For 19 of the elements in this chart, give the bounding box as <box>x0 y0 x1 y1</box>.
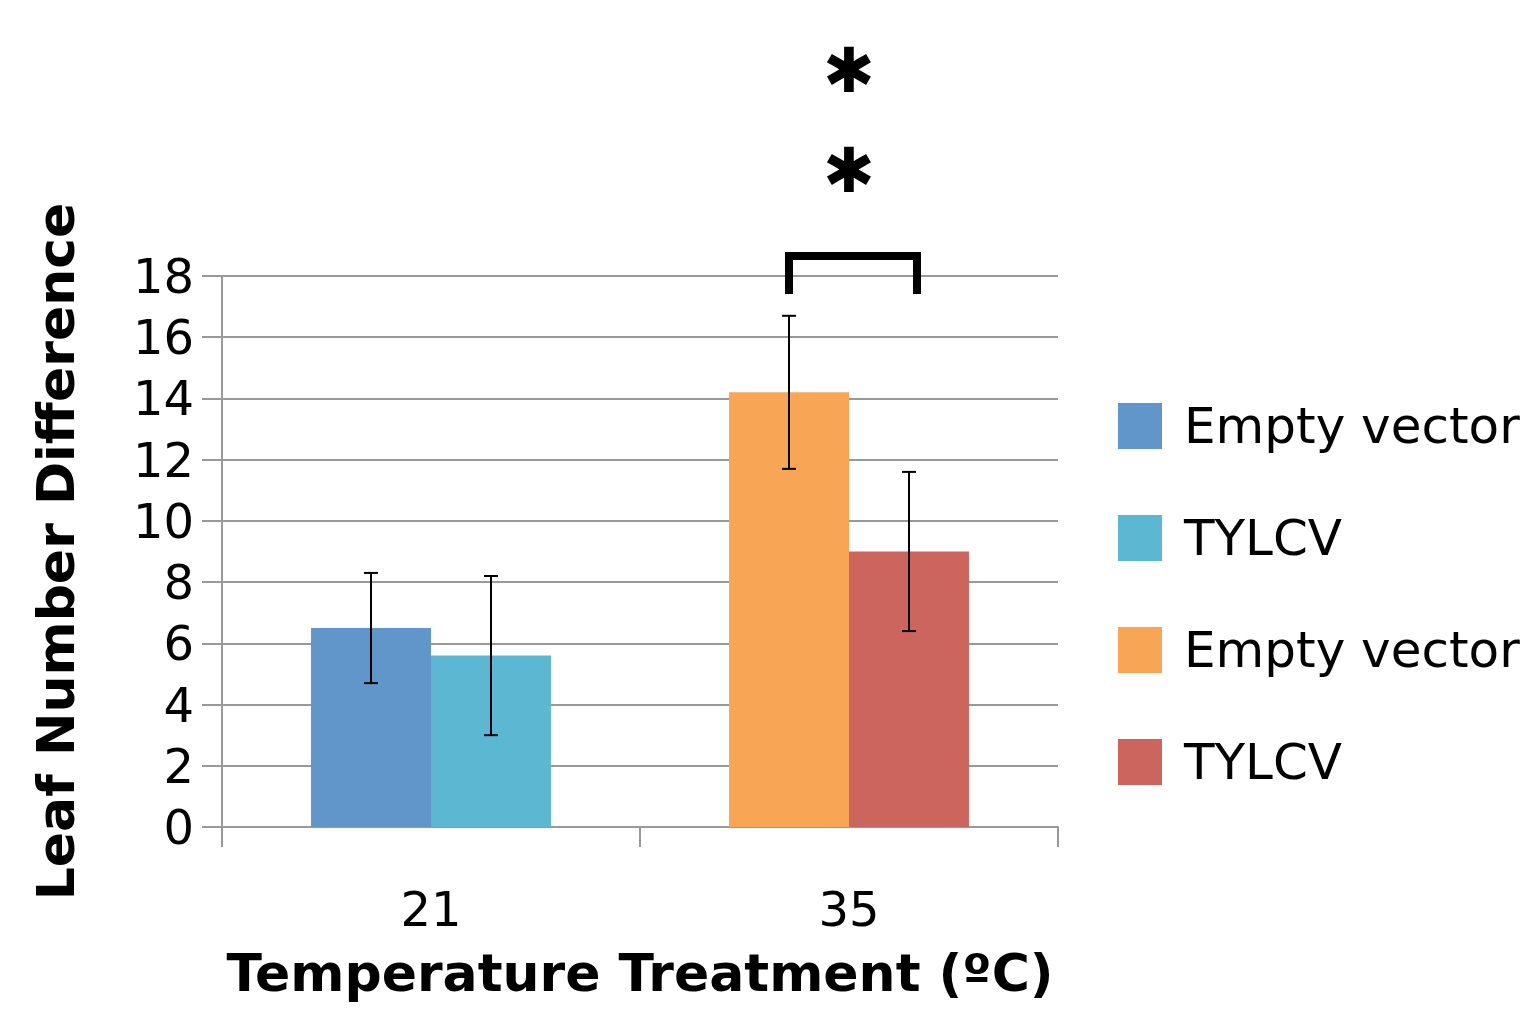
y-tick-label: 14 <box>132 370 194 427</box>
legend-label: Empty vector <box>1184 397 1520 455</box>
y-tick-label: 12 <box>132 431 194 488</box>
y-tick-label: 18 <box>132 248 194 304</box>
y-tick-label: 10 <box>132 492 194 549</box>
legend-label: TYLCV <box>1184 733 1343 791</box>
legend-label: Empty vector <box>1184 621 1520 679</box>
y-tick-label: 4 <box>163 676 194 733</box>
x-axis-title: Temperature Treatment (ºC) <box>226 943 1054 1003</box>
y-tick-label: 6 <box>163 615 194 672</box>
y-tick-label: 16 <box>132 309 194 366</box>
y-axis-title: Leaf Number Difference <box>26 202 86 901</box>
y-tick-label: 2 <box>163 737 194 794</box>
text: ✱✱ <box>822 33 876 209</box>
x-tick-label: 21 <box>400 881 462 937</box>
y-tick-label: 0 <box>163 799 194 855</box>
x-tick-label: 35 <box>818 881 880 937</box>
y-tick-label: 8 <box>163 554 194 611</box>
legend-label: TYLCV <box>1184 509 1343 567</box>
